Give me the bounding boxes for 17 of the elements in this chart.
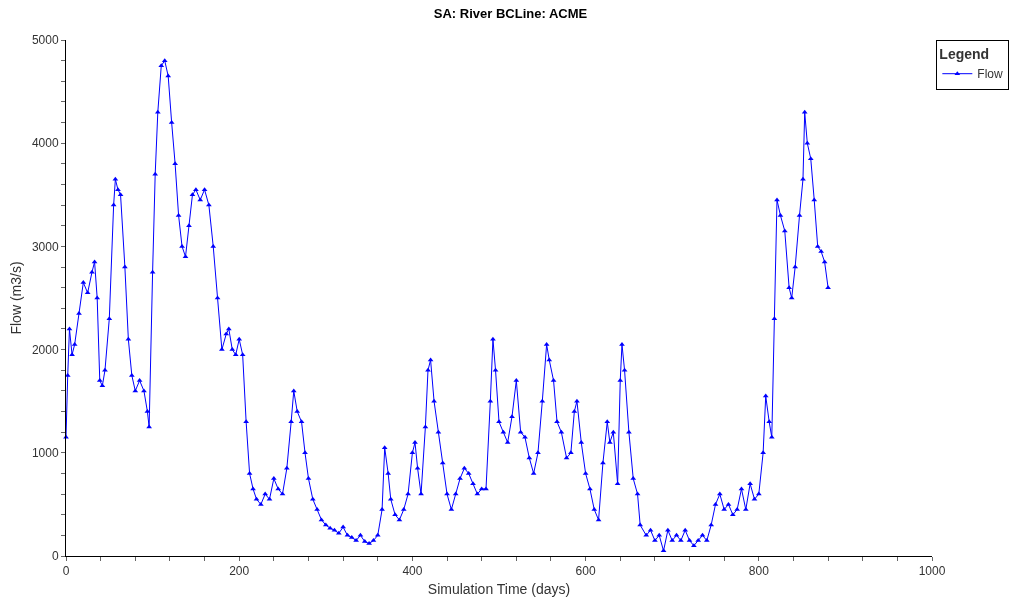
x-tick-label: 400: [402, 564, 423, 579]
y-axis-title: Flow (m3/s): [8, 261, 25, 335]
x-tick-label: 800: [748, 564, 770, 579]
chart-title: SA: River BCLine: ACME: [433, 6, 588, 22]
legend-label: Flow: [977, 67, 1003, 82]
y-tick-label: 5000: [31, 33, 59, 48]
legend-title: Legend: [939, 46, 990, 63]
y-tick-label: 2000: [31, 342, 59, 357]
x-tick-label: 200: [229, 564, 250, 579]
x-tick-label: 600: [575, 564, 596, 579]
y-tick-label: 1000: [31, 446, 59, 460]
y-tick-label: 4000: [31, 136, 59, 151]
x-tick-label: 0: [62, 564, 70, 579]
y-tick-label: 3000: [31, 239, 59, 254]
y-tick-label: 0: [51, 549, 59, 564]
x-tick-label: 1000: [918, 564, 946, 579]
x-axis-title: Simulation Time (days): [427, 580, 571, 597]
